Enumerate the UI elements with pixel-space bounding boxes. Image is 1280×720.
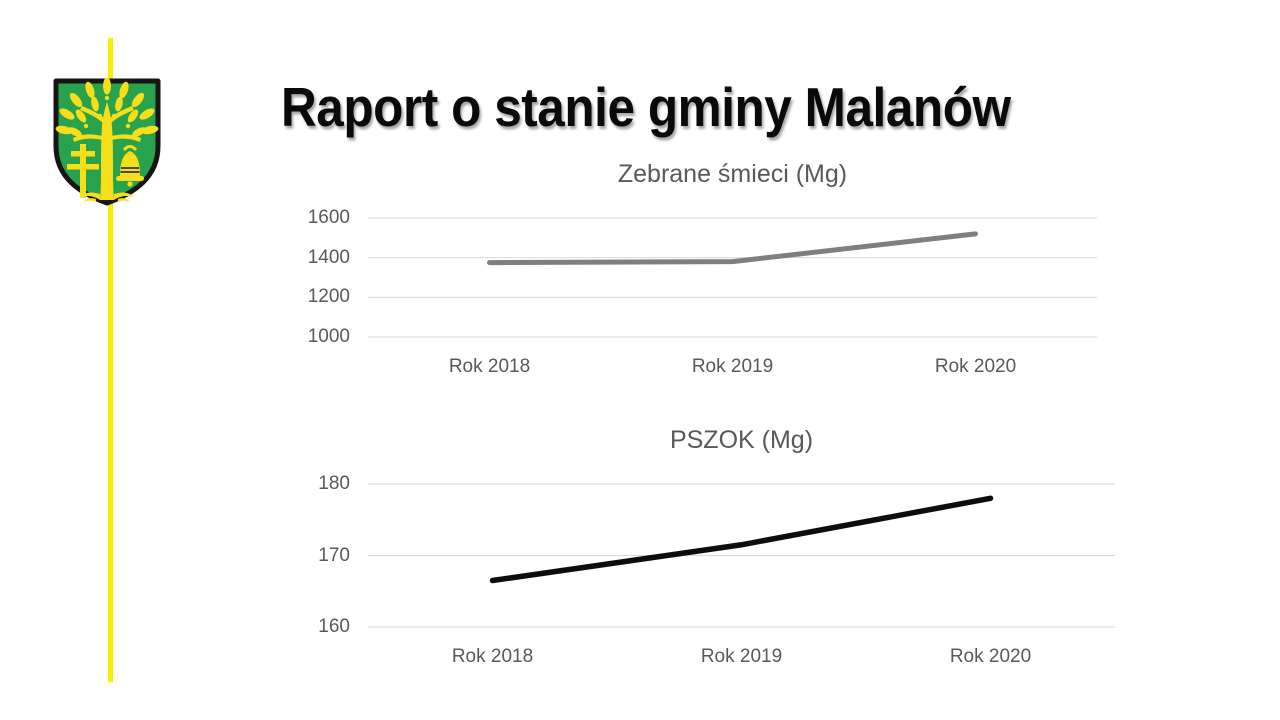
patriarchal-cross bbox=[67, 144, 99, 198]
x-axis-category-label: Rok 2020 bbox=[934, 356, 1017, 377]
x-axis-category-label: Rok 2018 bbox=[451, 646, 534, 667]
slide-title: Raport o stanie gminy Malanów bbox=[281, 76, 1011, 138]
x-axis-category-label: Rok 2020 bbox=[949, 646, 1032, 667]
malanow-coat-of-arms-icon bbox=[53, 77, 161, 206]
y-axis-tick-label: 160 bbox=[318, 616, 350, 637]
bell-handle bbox=[122, 145, 138, 152]
y-axis-tick-label: 1400 bbox=[307, 246, 350, 268]
chart-title-zebrane-smieci: Zebrane śmieci (Mg) bbox=[617, 160, 848, 188]
x-axis-category-label: Rok 2019 bbox=[691, 356, 774, 377]
y-axis-tick-label: 180 bbox=[318, 473, 350, 494]
x-axis-category-label: Rok 2019 bbox=[700, 646, 783, 667]
chart-title-pszok: PSZOK (Mg) bbox=[669, 426, 814, 454]
x-axis-category-label: Rok 2018 bbox=[448, 356, 531, 377]
y-axis-tick-label: 1600 bbox=[307, 207, 350, 228]
oak-trunk bbox=[73, 102, 141, 202]
y-axis-tick-label: 1200 bbox=[307, 286, 350, 308]
vertical-accent-line bbox=[108, 38, 113, 682]
bell bbox=[116, 145, 144, 187]
oak-canopy bbox=[55, 77, 159, 137]
series-line bbox=[489, 495, 994, 584]
y-axis-tick-label: 1000 bbox=[307, 326, 350, 347]
y-axis-tick-label: 170 bbox=[318, 544, 350, 566]
